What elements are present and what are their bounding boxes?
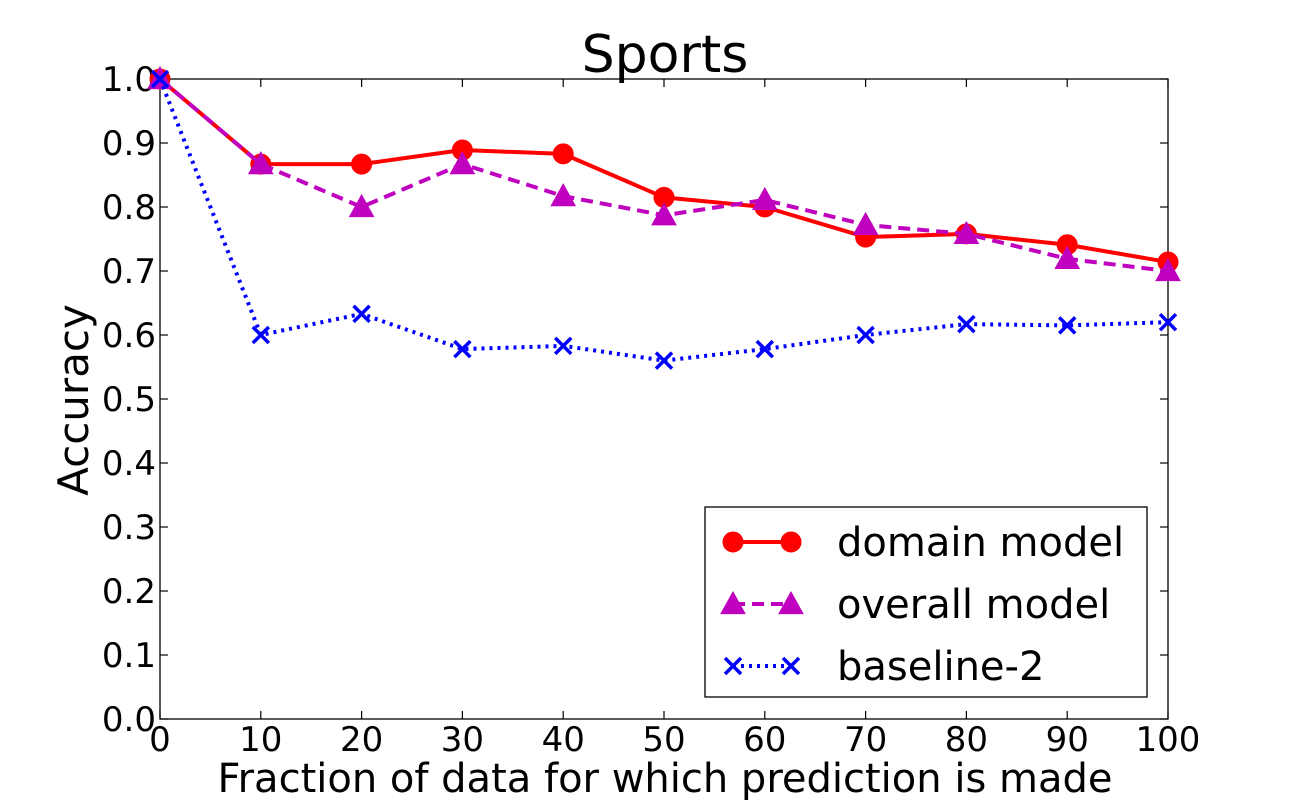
plot-area: 0 10 20 30 40 50 60 70 80 90 100 0.0 0.1 0.2 0.3 0.4 0.5… xyxy=(102,60,1201,760)
legend-marker xyxy=(723,656,743,676)
data-point xyxy=(651,202,677,226)
y-tick-label: 0.3 xyxy=(102,508,156,548)
y-tick-label: 0.0 xyxy=(102,700,156,740)
y-tick-label: 0.6 xyxy=(102,316,156,356)
series-line-2 xyxy=(158,78,1169,363)
y-tick-label: 0.7 xyxy=(102,252,156,292)
y-tick-label: 0.1 xyxy=(102,636,156,676)
data-point xyxy=(352,304,371,324)
data-point xyxy=(953,220,980,244)
legend-marker xyxy=(722,531,744,553)
data-point xyxy=(1158,312,1178,332)
legend-marker xyxy=(781,656,801,676)
x-tick-label: 100 xyxy=(1136,720,1201,760)
data-point xyxy=(453,339,472,359)
data-point xyxy=(755,339,775,359)
legend-label: overall model xyxy=(837,582,1110,628)
series-line-0 xyxy=(158,77,1169,265)
series-line-1 xyxy=(158,77,1169,273)
data-point xyxy=(351,153,373,175)
x-tick-label: 0 xyxy=(149,720,171,760)
data-point xyxy=(1054,245,1081,269)
y-tick-label: 0.5 xyxy=(102,380,156,420)
legend-marker xyxy=(778,590,804,615)
data-point xyxy=(1057,316,1077,335)
y-tick-label: 0.8 xyxy=(102,188,156,228)
data-point xyxy=(247,151,274,175)
y-axis-label: Accuracy xyxy=(49,304,98,496)
data-point xyxy=(348,193,375,218)
data-point xyxy=(449,151,476,175)
legend: domain model overall model baseline-2 xyxy=(704,506,1148,698)
legend-marker xyxy=(720,590,746,615)
x-tick-label: 80 xyxy=(945,720,988,760)
x-tick-label: 60 xyxy=(743,720,786,760)
x-tick-label: 30 xyxy=(441,720,484,760)
x-tick-label: 20 xyxy=(340,720,383,760)
data-point xyxy=(1155,257,1181,282)
data-point xyxy=(150,69,170,89)
data-point xyxy=(852,211,879,236)
x-tick-label: 70 xyxy=(844,720,887,760)
legend-label: baseline-2 xyxy=(837,644,1044,690)
chart-title: Sports xyxy=(582,25,749,85)
legend-marker xyxy=(780,531,802,553)
data-point xyxy=(251,325,271,345)
data-point xyxy=(552,143,574,165)
data-point xyxy=(957,314,976,334)
legend-label: domain model xyxy=(837,520,1124,566)
y-tick-label: 1.0 xyxy=(102,60,156,100)
y-tick-label: 0.4 xyxy=(102,444,156,484)
x-axis-label: Fraction of data for which prediction is… xyxy=(218,756,1113,800)
x-tick-label: 50 xyxy=(642,720,685,760)
data-point xyxy=(553,336,573,356)
x-tick-label: 10 xyxy=(239,720,282,760)
y-tick-label: 0.9 xyxy=(102,124,156,164)
y-tick-label: 0.2 xyxy=(102,572,156,612)
data-point xyxy=(654,351,674,370)
data-point xyxy=(856,325,875,345)
x-tick-label: 90 xyxy=(1046,720,1089,760)
data-point xyxy=(550,183,577,207)
data-point xyxy=(751,186,778,211)
x-tick-label: 40 xyxy=(542,720,585,760)
